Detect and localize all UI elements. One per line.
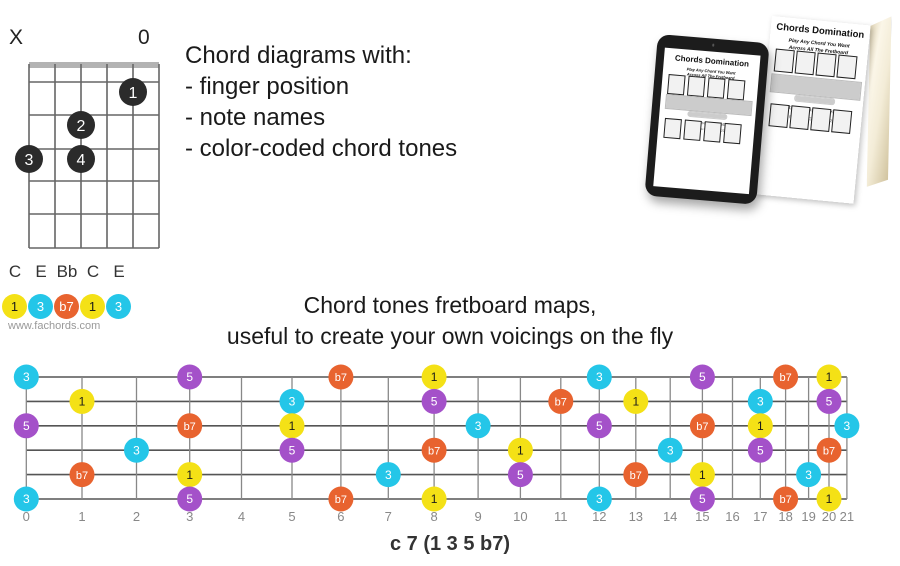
svg-text:1: 1 [517,443,524,457]
svg-text:19: 19 [801,509,815,524]
svg-text:3: 3 [805,468,812,482]
svg-text:1: 1 [632,395,639,409]
svg-text:b7: b7 [76,470,88,482]
svg-text:5: 5 [23,419,30,433]
svg-text:1: 1 [757,419,764,433]
svg-text:15: 15 [695,509,709,524]
svg-text:1: 1 [826,370,833,384]
svg-text:16: 16 [725,509,739,524]
svg-text:21: 21 [840,509,854,524]
svg-text:17: 17 [753,509,767,524]
svg-text:1: 1 [699,468,706,482]
svg-text:14: 14 [663,509,677,524]
svg-text:1: 1 [826,492,833,506]
svg-text:3: 3 [133,443,140,457]
svg-text:7: 7 [385,509,392,524]
svg-text:0: 0 [23,509,30,524]
svg-text:1: 1 [186,468,193,482]
svg-text:3: 3 [596,370,603,384]
svg-text:3: 3 [23,370,30,384]
svg-text:3: 3 [475,419,482,433]
svg-text:13: 13 [629,509,643,524]
svg-text:3: 3 [23,492,30,506]
svg-text:3: 3 [289,395,296,409]
svg-text:5: 5 [186,370,193,384]
svg-text:20: 20 [822,509,836,524]
svg-text:b7: b7 [696,421,708,433]
svg-text:3: 3 [844,419,851,433]
svg-text:5: 5 [289,443,296,457]
svg-text:2: 2 [133,509,140,524]
svg-text:b7: b7 [335,372,347,384]
svg-text:5: 5 [699,370,706,384]
svg-text:1: 1 [431,492,438,506]
svg-text:5: 5 [826,395,833,409]
svg-text:6: 6 [337,509,344,524]
svg-text:3: 3 [186,509,193,524]
svg-text:1: 1 [289,419,296,433]
svg-text:10: 10 [513,509,527,524]
svg-text:5: 5 [288,509,295,524]
svg-text:8: 8 [430,509,437,524]
svg-text:1: 1 [79,395,86,409]
svg-text:b7: b7 [184,421,196,433]
svg-text:5: 5 [186,492,193,506]
svg-text:1: 1 [431,370,438,384]
svg-text:5: 5 [517,468,524,482]
svg-text:b7: b7 [555,397,567,409]
svg-text:12: 12 [592,509,606,524]
svg-text:18: 18 [778,509,792,524]
svg-text:1: 1 [78,509,85,524]
svg-text:b7: b7 [630,470,642,482]
svg-text:4: 4 [238,509,245,524]
svg-text:3: 3 [757,395,764,409]
svg-text:5: 5 [757,443,764,457]
svg-text:b7: b7 [779,372,791,384]
svg-text:5: 5 [596,419,603,433]
svg-text:3: 3 [596,492,603,506]
svg-text:b7: b7 [823,445,835,457]
svg-text:11: 11 [554,509,568,524]
svg-text:5: 5 [699,492,706,506]
svg-text:b7: b7 [779,494,791,506]
svg-text:5: 5 [431,395,438,409]
svg-text:b7: b7 [335,494,347,506]
svg-text:b7: b7 [428,445,440,457]
svg-text:9: 9 [474,509,481,524]
svg-text:3: 3 [667,443,674,457]
svg-text:3: 3 [385,468,392,482]
